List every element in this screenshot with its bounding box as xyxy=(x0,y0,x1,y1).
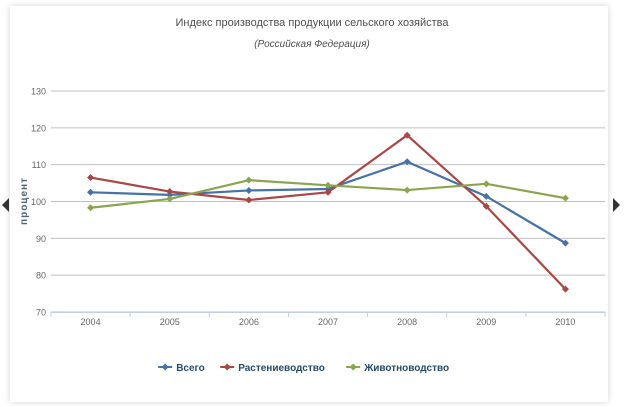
data-point-2-2010 xyxy=(561,194,569,202)
chart-subtitle: (Российская Федерация) xyxy=(254,39,370,50)
data-point-2-2006 xyxy=(245,176,253,184)
legend-item-1[interactable]: Растениеводство xyxy=(220,363,325,374)
y-tick-label-80: 80 xyxy=(36,271,46,281)
previous-arrow-icon[interactable] xyxy=(2,198,9,212)
data-point-1-2010 xyxy=(561,285,569,293)
data-point-2-2004 xyxy=(87,204,95,212)
data-point-1-2004 xyxy=(87,174,95,182)
data-point-0-2004 xyxy=(87,188,95,196)
data-point-0-2010 xyxy=(561,239,569,247)
x-tick-label-2008: 2008 xyxy=(397,317,417,327)
legend-label: Растениеводство xyxy=(238,363,325,374)
y-tick-label-110: 110 xyxy=(32,160,46,170)
data-point-1-2009 xyxy=(482,202,490,210)
y-tick-label-90: 90 xyxy=(36,234,46,244)
legend-item-0[interactable]: Всего xyxy=(158,363,205,374)
y-tick-label-70: 70 xyxy=(36,308,46,318)
data-point-0-2006 xyxy=(245,186,253,194)
chart-frame xyxy=(10,6,608,402)
chart-title: Индекс производства продукции сельского … xyxy=(176,17,450,29)
data-point-2-2007 xyxy=(324,181,332,189)
legend-label: Всего xyxy=(176,363,205,374)
next-arrow-icon[interactable] xyxy=(613,198,620,212)
y-tick-label-120: 120 xyxy=(31,123,46,133)
data-point-1-2006 xyxy=(245,196,253,204)
legend-label: Животноводство xyxy=(363,363,449,374)
y-tick-label-130: 130 xyxy=(31,87,46,97)
legend-diamond-icon xyxy=(223,363,231,371)
x-tick-label-2004: 2004 xyxy=(81,317,101,327)
x-tick-label-2009: 2009 xyxy=(476,317,496,327)
x-tick-label-2005: 2005 xyxy=(160,317,180,327)
series-line-0 xyxy=(90,160,566,245)
data-point-1-2005 xyxy=(166,188,174,196)
y-axis-label: процент xyxy=(19,177,30,225)
data-point-1-2008 xyxy=(403,131,411,139)
series-line-1 xyxy=(90,134,567,290)
data-point-0-2009 xyxy=(482,192,490,200)
legend-item-2[interactable]: Животноводство xyxy=(346,363,449,374)
data-point-0-2008 xyxy=(403,158,411,166)
legend-diamond-icon xyxy=(349,363,357,371)
x-tick-label-2010: 2010 xyxy=(555,317,575,327)
x-tick-label-2007: 2007 xyxy=(318,317,338,327)
legend-diamond-icon xyxy=(161,363,169,371)
data-point-2-2008 xyxy=(403,186,411,194)
data-point-1-2007 xyxy=(324,188,332,196)
data-point-2-2005 xyxy=(166,195,174,203)
x-tick-label-2006: 2006 xyxy=(239,317,259,327)
y-tick-label-100: 100 xyxy=(31,197,46,207)
data-point-2-2009 xyxy=(482,180,490,188)
